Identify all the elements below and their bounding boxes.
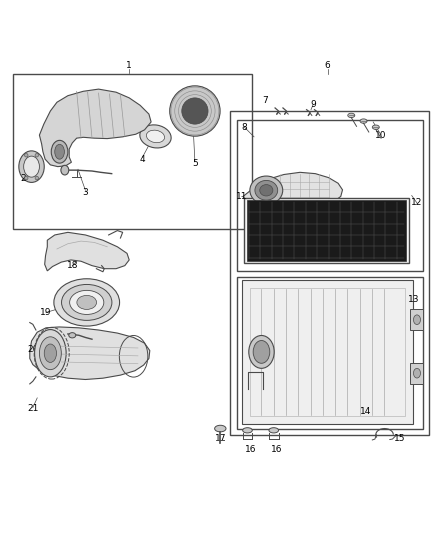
Text: 3: 3 — [82, 189, 88, 197]
Ellipse shape — [69, 333, 76, 338]
Ellipse shape — [249, 335, 274, 368]
Bar — [242, 280, 413, 424]
Bar — [230, 111, 429, 435]
Text: 21: 21 — [27, 405, 39, 414]
Ellipse shape — [44, 344, 57, 362]
Ellipse shape — [348, 113, 355, 118]
Bar — [237, 120, 423, 271]
Bar — [247, 200, 406, 261]
Polygon shape — [243, 172, 343, 211]
Text: 19: 19 — [40, 308, 52, 317]
Ellipse shape — [54, 279, 120, 326]
Polygon shape — [45, 232, 129, 271]
Ellipse shape — [140, 125, 171, 148]
Text: 9: 9 — [310, 100, 316, 109]
Ellipse shape — [146, 130, 165, 143]
Ellipse shape — [215, 425, 226, 432]
Text: 17: 17 — [215, 434, 227, 443]
Circle shape — [25, 154, 28, 157]
Text: 2: 2 — [20, 174, 25, 183]
Ellipse shape — [360, 119, 367, 123]
Ellipse shape — [35, 329, 66, 377]
Text: 7: 7 — [262, 96, 268, 106]
Text: 15: 15 — [394, 434, 405, 443]
Circle shape — [35, 176, 39, 180]
Bar — [244, 198, 409, 263]
Bar — [237, 278, 423, 429]
Text: 18: 18 — [67, 261, 78, 270]
Text: 20: 20 — [27, 345, 39, 354]
Text: 8: 8 — [241, 123, 247, 132]
Text: 13: 13 — [408, 295, 420, 304]
Ellipse shape — [243, 427, 252, 433]
Ellipse shape — [55, 144, 64, 159]
Bar — [410, 309, 423, 330]
Ellipse shape — [170, 86, 220, 136]
Ellipse shape — [372, 125, 379, 130]
Text: 16: 16 — [271, 445, 283, 454]
Bar — [410, 362, 423, 384]
Text: 11: 11 — [236, 192, 247, 201]
Ellipse shape — [77, 295, 96, 310]
Text: 5: 5 — [192, 159, 198, 168]
Ellipse shape — [250, 176, 283, 205]
Ellipse shape — [51, 140, 68, 163]
Ellipse shape — [269, 427, 279, 433]
Text: 12: 12 — [411, 198, 423, 207]
Bar — [13, 74, 252, 229]
Text: 6: 6 — [325, 61, 331, 70]
Text: 1: 1 — [126, 61, 132, 70]
Ellipse shape — [19, 151, 44, 182]
Circle shape — [35, 154, 39, 157]
Text: 4: 4 — [140, 155, 145, 164]
Ellipse shape — [61, 285, 112, 320]
Ellipse shape — [413, 315, 420, 325]
Text: 16: 16 — [245, 445, 256, 454]
Circle shape — [25, 176, 28, 180]
Polygon shape — [39, 89, 151, 167]
Bar — [250, 287, 405, 416]
Ellipse shape — [70, 290, 104, 314]
Ellipse shape — [255, 181, 278, 200]
Polygon shape — [30, 327, 150, 379]
Ellipse shape — [61, 165, 69, 175]
Ellipse shape — [182, 98, 208, 124]
Ellipse shape — [24, 156, 39, 177]
Ellipse shape — [413, 368, 420, 378]
Ellipse shape — [253, 341, 270, 364]
Text: 10: 10 — [375, 131, 387, 140]
Text: 14: 14 — [360, 407, 371, 416]
Ellipse shape — [39, 337, 61, 370]
Ellipse shape — [260, 184, 273, 196]
